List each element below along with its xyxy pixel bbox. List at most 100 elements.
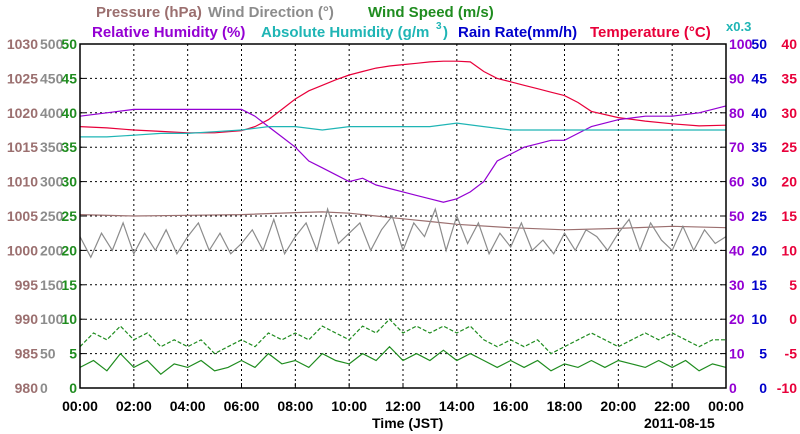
y-tick-label-wind-speed: 45	[61, 70, 77, 86]
y-tick-label-wind-speed: 30	[61, 174, 77, 190]
y-tick-label-wind-speed: 25	[61, 208, 77, 224]
x-tick-label: 22:00	[654, 398, 690, 414]
y-tick-label-wind-speed: 40	[61, 105, 77, 121]
x-axis-ticks: 00:00 02:00 04:00 06:00 08:00 10:00 12:00 14:00…	[62, 398, 744, 414]
y-tick-label-temp: -5	[785, 346, 798, 362]
y-tick-label-temp: 0	[789, 311, 797, 327]
series-line-wind_speed	[79, 345, 727, 375]
y-tick-label-temp: -10	[777, 380, 797, 396]
y-tick-label-wind-speed: 0	[69, 380, 77, 396]
x-tick-label: 12:00	[385, 398, 421, 414]
series-line-wind_dir	[79, 206, 727, 259]
y-tick-label-temp: 35	[781, 70, 797, 86]
y-tick-label-rh: 50	[729, 208, 745, 224]
y-tick-label-pressure: 1025	[7, 70, 38, 86]
y-tick-label-rh: 20	[729, 311, 745, 327]
y-tick-label-pressure: 1000	[7, 242, 38, 258]
y-tick-label-wind-speed: 35	[61, 139, 77, 155]
y-tick-label-wind-dir: 500	[40, 36, 64, 52]
y-tick-label-wind-dir: 150	[40, 277, 64, 293]
y-tick-label-wind-speed: 15	[61, 277, 77, 293]
y-tick-label-rain: 15	[751, 277, 767, 293]
y-tick-label-temp: 5	[789, 277, 797, 293]
y-tick-label-pressure: 990	[15, 311, 39, 327]
legend-rain-rate: Rain Rate(mm/h)	[458, 24, 577, 41]
y-tick-label-rh: 30	[729, 277, 745, 293]
y-tick-label-rain: 40	[751, 105, 767, 121]
x-tick-label: 02:00	[116, 398, 152, 414]
y-tick-label-temp: 30	[781, 105, 797, 121]
x-tick-label: 08:00	[277, 398, 313, 414]
y-tick-label-wind-dir: 250	[40, 208, 64, 224]
legend-wind-direction: Wind Direction (°)	[208, 4, 334, 21]
y-tick-label-wind-dir: 50	[40, 346, 56, 362]
series-line-rh	[79, 105, 727, 203]
y-tick-label-rh: 0	[729, 380, 737, 396]
series-line-wind_speed-gust	[79, 318, 726, 355]
y-tick-label-wind-dir: 300	[40, 174, 64, 190]
legend-absolute-humidity: Absolute Humidity (g/m	[261, 24, 429, 41]
y-tick-label-rain: 20	[751, 242, 767, 258]
x-tick-label: 20:00	[600, 398, 636, 414]
legend-temperature: Temperature (°C)	[590, 24, 711, 41]
plot-frame	[79, 43, 727, 389]
x-tick-label: 10:00	[331, 398, 367, 414]
x-tick-label: 00:00	[708, 398, 744, 414]
series-group	[79, 60, 727, 375]
legend-pressure: Pressure (hPa)	[96, 4, 202, 21]
y-tick-label-temp: 15	[781, 208, 797, 224]
y-tick-label-pressure: 985	[15, 346, 39, 362]
x-tick-label: 18:00	[547, 398, 583, 414]
x-tick-label: 06:00	[224, 398, 260, 414]
y-tick-label-rh: 70	[729, 139, 745, 155]
y-tick-label-temp: 20	[781, 174, 797, 190]
series-line-rh	[80, 122, 726, 138]
y-tick-label-pressure: 1020	[7, 105, 38, 121]
x-tick-label: 04:00	[170, 398, 206, 414]
y-tick-label-wind-speed: 20	[61, 242, 77, 258]
y-tick-label-wind-speed: 50	[61, 36, 77, 52]
legend-absolute-humidity-close: )	[443, 24, 448, 41]
series-line-pressure	[79, 211, 727, 231]
y-tick-label-rh: 60	[729, 174, 745, 190]
x-tick-label: 00:00	[62, 398, 98, 414]
y-tick-label-rh: 10	[729, 346, 745, 362]
x-tick-label: 14:00	[439, 398, 475, 414]
y-tick-label-wind-dir: 400	[40, 105, 64, 121]
y-tick-label-rain: 5	[759, 346, 767, 362]
y-tick-label-wind-speed: 10	[61, 311, 77, 327]
y-axis-ticks: 1030102510201015101010051000995990985980…	[7, 36, 797, 396]
legend-x03: x0.3	[726, 19, 751, 34]
y-tick-label-temp: 10	[781, 242, 797, 258]
x-axis-title: Time (JST)	[372, 415, 443, 431]
legend-absolute-humidity-sup: 3	[436, 21, 442, 32]
y-tick-label-wind-dir: 0	[40, 380, 48, 396]
y-tick-label-wind-dir: 350	[40, 139, 64, 155]
y-tick-label-rain: 35	[751, 139, 767, 155]
legend: Pressure (hPa) Wind Direction (°) Wind S…	[92, 4, 751, 41]
y-tick-label-pressure: 980	[15, 380, 39, 396]
legend-wind-speed: Wind Speed (m/s)	[368, 4, 494, 21]
y-tick-label-wind-speed: 5	[69, 346, 77, 362]
y-tick-label-rh: 40	[729, 242, 745, 258]
y-tick-label-rh: 90	[729, 70, 745, 86]
y-tick-label-pressure: 1005	[7, 208, 38, 224]
y-tick-label-temp: 40	[781, 36, 797, 52]
y-tick-label-pressure: 995	[15, 277, 39, 293]
y-tick-label-temp: 25	[781, 139, 797, 155]
y-tick-label-rain: 0	[759, 380, 767, 396]
y-tick-label-wind-dir: 450	[40, 70, 64, 86]
legend-relative-humidity: Relative Humidity (%)	[92, 24, 245, 41]
y-tick-label-pressure: 1030	[7, 36, 38, 52]
y-tick-label-rh: 100	[729, 36, 753, 52]
y-tick-label-wind-dir: 200	[40, 242, 64, 258]
x-axis-date: 2011-08-15	[644, 415, 715, 431]
y-tick-label-rain: 50	[751, 36, 767, 52]
y-tick-label-rh: 80	[729, 105, 745, 121]
y-tick-label-pressure: 1015	[7, 139, 38, 155]
y-tick-label-rain: 10	[751, 311, 767, 327]
y-tick-label-rain: 30	[751, 174, 767, 190]
y-tick-label-rain: 25	[751, 208, 767, 224]
